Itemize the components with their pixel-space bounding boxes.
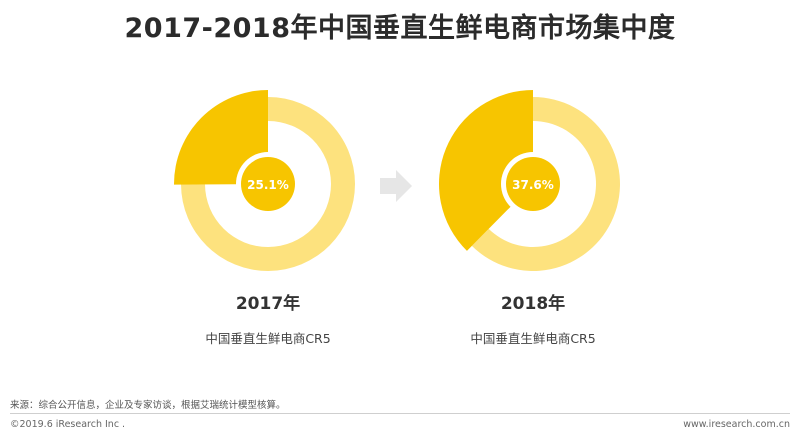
chart-title: 2017-2018年中国垂直生鲜电商市场集中度 — [124, 13, 676, 44]
arrow-icon — [380, 170, 412, 202]
pie-slice-cr5-2017 — [174, 90, 268, 185]
copyright: ©2019.6 iResearch Inc . — [10, 419, 126, 430]
pie-2017: 25.1% — [174, 90, 355, 271]
year-label-2017: 2017年 — [235, 294, 301, 314]
source-note: 来源：综合公开信息，企业及专家访谈，根据艾瑞统计模型核算。 — [10, 400, 286, 411]
subtitle-2018: 中国垂直生鲜电商CR5 — [470, 331, 596, 346]
pie-slice-cr5-2018 — [439, 90, 533, 251]
pie-center-2018 — [506, 157, 560, 211]
pie-center-label-2018: 37.6% — [512, 178, 554, 192]
pie-center-2017 — [241, 157, 295, 211]
pie-slice-rest-2018 — [471, 97, 620, 271]
website-url: www.iresearch.com.cn — [683, 419, 790, 430]
footer-divider — [10, 413, 790, 414]
pie-center-label-2017: 25.1% — [247, 178, 289, 192]
subtitle-2017: 中国垂直生鲜电商CR5 — [205, 331, 331, 346]
year-label-2018: 2018年 — [500, 294, 566, 314]
pie-2018: 37.6% — [439, 90, 620, 271]
